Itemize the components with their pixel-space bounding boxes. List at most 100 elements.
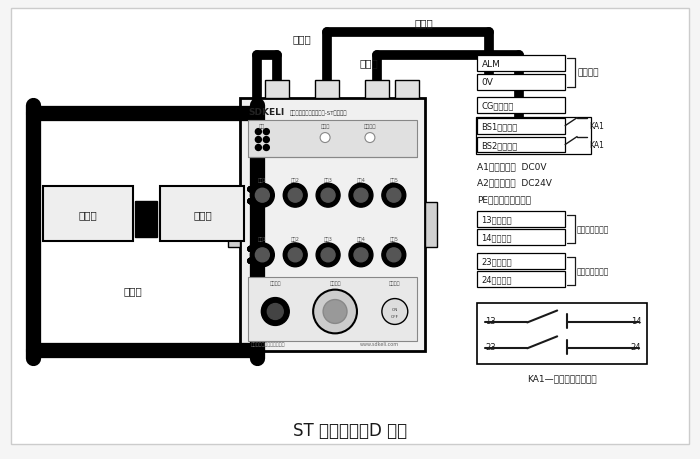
Circle shape: [387, 248, 401, 262]
Circle shape: [248, 247, 253, 252]
Text: KA1: KA1: [589, 141, 604, 150]
Bar: [477, 253, 565, 269]
Text: www.sdkeli.com: www.sdkeli.com: [360, 341, 399, 346]
Text: 传输线: 传输线: [292, 34, 311, 44]
Text: 通道3: 通道3: [323, 178, 332, 182]
Text: 远程编号: 远程编号: [329, 280, 341, 285]
Circle shape: [248, 247, 253, 252]
Circle shape: [251, 243, 274, 267]
Bar: [477, 212, 565, 228]
Circle shape: [248, 247, 253, 252]
Circle shape: [382, 243, 406, 267]
Text: 通道5: 通道5: [389, 178, 398, 182]
Circle shape: [248, 199, 253, 204]
Circle shape: [248, 199, 253, 204]
Circle shape: [382, 299, 408, 325]
Text: 24（棕色）: 24（棕色）: [482, 274, 512, 284]
Bar: [477, 75, 565, 90]
Text: 发射器: 发射器: [78, 210, 97, 219]
Bar: [160, 187, 244, 241]
Circle shape: [256, 129, 261, 135]
Bar: [248, 277, 416, 341]
Text: 报警号: 报警号: [321, 124, 330, 129]
Circle shape: [248, 199, 253, 204]
Text: ST 型控制器（D 型）: ST 型控制器（D 型）: [293, 421, 407, 439]
Text: KA1: KA1: [589, 122, 604, 131]
Text: 13（蓝色）: 13（蓝色）: [482, 215, 512, 224]
Circle shape: [248, 187, 253, 192]
Circle shape: [321, 189, 335, 203]
Circle shape: [256, 137, 261, 143]
Circle shape: [316, 184, 340, 207]
Circle shape: [323, 300, 347, 324]
Text: 24: 24: [631, 342, 641, 351]
Text: 电源开关: 电源开关: [389, 280, 400, 285]
Bar: [477, 230, 565, 246]
Circle shape: [382, 184, 406, 207]
Circle shape: [256, 189, 270, 203]
Circle shape: [248, 259, 253, 264]
Circle shape: [288, 189, 302, 203]
Text: ON: ON: [392, 307, 398, 311]
Bar: [477, 98, 565, 113]
Circle shape: [248, 199, 253, 204]
Text: 通道5: 通道5: [389, 237, 398, 242]
Bar: [135, 202, 157, 237]
Text: 接报警器: 接报警器: [577, 68, 598, 77]
Circle shape: [316, 243, 340, 267]
Circle shape: [256, 248, 270, 262]
Circle shape: [321, 248, 335, 262]
Text: 13: 13: [486, 316, 496, 325]
Circle shape: [248, 259, 253, 264]
Text: 山东新力光电技术有限公司: 山东新力光电技术有限公司: [251, 341, 285, 346]
Circle shape: [313, 290, 357, 334]
Text: BS1（蓝色）: BS1（蓝色）: [482, 122, 518, 131]
Circle shape: [349, 184, 373, 207]
Circle shape: [320, 133, 330, 143]
Text: A2（红色）：  DC24V: A2（红色）： DC24V: [477, 179, 552, 187]
Text: 通道4: 通道4: [356, 178, 365, 182]
Text: 通道4: 通道4: [356, 237, 365, 242]
Circle shape: [267, 304, 284, 320]
Bar: [425, 203, 437, 247]
Circle shape: [251, 184, 274, 207]
Circle shape: [248, 259, 253, 264]
Bar: [477, 137, 565, 153]
Text: 电源线: 电源线: [360, 58, 379, 68]
Bar: [365, 81, 388, 99]
Circle shape: [248, 187, 253, 192]
Bar: [477, 118, 565, 134]
Circle shape: [248, 187, 253, 192]
Text: 14: 14: [631, 316, 641, 325]
Text: 通道2: 通道2: [290, 237, 300, 242]
Circle shape: [354, 248, 368, 262]
Circle shape: [256, 145, 261, 151]
Circle shape: [248, 187, 253, 192]
Bar: [475, 118, 591, 155]
Text: KA1—折弯机慢下继电器: KA1—折弯机慢下继电器: [527, 374, 597, 383]
Circle shape: [263, 129, 270, 135]
Bar: [477, 303, 647, 364]
Bar: [477, 271, 565, 287]
Circle shape: [248, 247, 253, 252]
Text: 输出延时: 输出延时: [364, 124, 376, 129]
Text: 复位开关: 复位开关: [270, 280, 281, 285]
Text: CG（红色）: CG（红色）: [482, 101, 514, 110]
Circle shape: [354, 189, 368, 203]
Bar: [248, 120, 416, 158]
Text: BS2（棕色）: BS2（棕色）: [482, 141, 518, 150]
Text: 23: 23: [486, 342, 496, 351]
Text: 通道1: 通道1: [258, 178, 267, 182]
Circle shape: [387, 189, 401, 203]
Bar: [228, 203, 240, 247]
Circle shape: [263, 137, 270, 143]
Circle shape: [248, 199, 253, 204]
Bar: [43, 187, 133, 241]
Text: 0V: 0V: [482, 78, 494, 87]
Text: 状态: 状态: [259, 124, 265, 129]
Text: SDKELI: SDKELI: [248, 108, 285, 117]
Text: 23（棕色）: 23（棕色）: [482, 257, 512, 266]
Text: 14（蓝色）: 14（蓝色）: [482, 233, 512, 242]
Bar: [395, 81, 419, 99]
Bar: [315, 81, 339, 99]
